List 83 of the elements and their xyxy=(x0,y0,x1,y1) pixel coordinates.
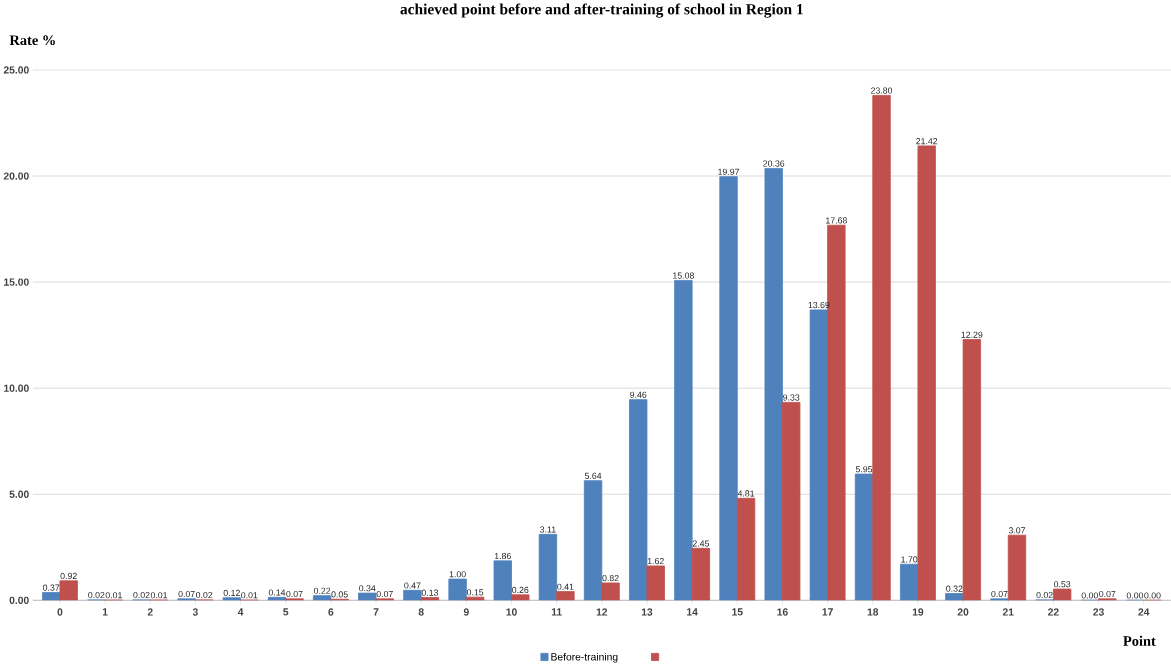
y-tick-label: 10.00 xyxy=(4,384,29,392)
data-label: 0.00 xyxy=(1144,592,1161,599)
x-tick-label: 8 xyxy=(418,608,424,616)
legend-label: Before-training xyxy=(551,653,618,663)
data-label: 0.15 xyxy=(466,589,484,596)
data-label: 9.46 xyxy=(630,391,647,399)
data-label: 0.12 xyxy=(223,589,240,597)
x-tick-label: 16 xyxy=(777,608,788,616)
x-tick-label: 15 xyxy=(732,608,743,616)
y-tick-label: 5.00 xyxy=(9,490,29,499)
data-label: 5.95 xyxy=(855,466,873,473)
x-tick-label: 6 xyxy=(328,608,334,616)
x-tick-label: 3 xyxy=(192,608,198,616)
x-tick-label: 14 xyxy=(687,608,698,616)
data-label: 0.02 xyxy=(88,592,105,599)
data-label: 0.41 xyxy=(557,583,574,591)
x-tick-label: 18 xyxy=(867,608,879,616)
x-axis-title: Point xyxy=(1123,635,1156,647)
x-tick-label: 17 xyxy=(822,608,833,616)
x-tick-label: 19 xyxy=(912,608,924,616)
data-label: 0.07 xyxy=(991,591,1008,598)
data-label: 0.02 xyxy=(1036,592,1053,599)
data-label: 0.47 xyxy=(404,582,421,589)
data-label: 0.07 xyxy=(376,591,393,598)
data-label: 21.42 xyxy=(916,138,938,145)
data-label: 9.33 xyxy=(783,394,800,401)
data-label: 0.01 xyxy=(241,592,258,599)
data-label: 3.11 xyxy=(540,526,556,533)
data-label: 1.62 xyxy=(647,558,664,565)
x-tick-label: 21 xyxy=(1002,608,1014,616)
data-label: 0.53 xyxy=(1053,581,1071,588)
data-label: 0.14 xyxy=(268,589,286,596)
x-tick-label: 5 xyxy=(283,608,289,616)
data-label: 19.97 xyxy=(718,168,740,176)
x-tick-label: 24 xyxy=(1138,608,1150,616)
data-label: 0.92 xyxy=(60,573,77,580)
x-tick-label: 11 xyxy=(551,608,562,616)
data-label: 17.68 xyxy=(826,217,847,224)
x-tick-label: 1 xyxy=(102,608,108,616)
y-tick-label: 15.00 xyxy=(4,278,29,286)
x-tick-label: 10 xyxy=(506,608,517,616)
data-label: 0.01 xyxy=(150,592,168,599)
data-label: 0.02 xyxy=(195,592,213,599)
data-label: 0.07 xyxy=(1099,591,1116,598)
x-tick-label: 20 xyxy=(957,608,969,616)
data-label: 0.00 xyxy=(1126,592,1144,599)
x-tick-label: 23 xyxy=(1093,608,1104,616)
y-tick-label: 25.00 xyxy=(3,66,29,74)
chart-title: achieved point before and after-training of school in Region 1 xyxy=(400,3,803,18)
data-label: 1.86 xyxy=(494,553,511,560)
data-label: 20.36 xyxy=(763,160,785,167)
x-tick-label: 12 xyxy=(596,608,608,616)
data-label: 0.07 xyxy=(178,591,195,598)
x-tick-label: 0 xyxy=(57,608,63,616)
data-label: 12.29 xyxy=(961,331,983,338)
data-label: 0.00 xyxy=(1081,592,1098,599)
x-tick-label: 22 xyxy=(1048,608,1059,616)
x-tick-label: 7 xyxy=(373,608,379,616)
data-label: 0.02 xyxy=(133,592,150,599)
data-label: 0.13 xyxy=(421,589,439,596)
data-label: 1.70 xyxy=(901,556,918,563)
data-label: 1.00 xyxy=(449,571,466,578)
data-label: 0.32 xyxy=(946,585,963,592)
data-label: 0.22 xyxy=(313,587,331,595)
x-tick-label: 13 xyxy=(641,608,653,616)
data-label: 0.01 xyxy=(105,592,122,599)
data-label: 0.82 xyxy=(602,575,619,582)
data-label: 0.05 xyxy=(331,591,348,598)
y-axis-title: Rate % xyxy=(9,35,55,46)
data-label: 0.37 xyxy=(43,584,60,591)
data-label: 0.26 xyxy=(512,587,529,594)
x-tick-label: 2 xyxy=(147,608,153,616)
data-label: 3.07 xyxy=(1008,527,1026,534)
data-label: 15.08 xyxy=(673,272,694,279)
y-tick-label: 0.00 xyxy=(9,596,29,605)
data-label: 2.45 xyxy=(692,540,710,547)
data-label: 5.64 xyxy=(584,472,602,480)
x-tick-label: 4 xyxy=(237,608,244,616)
data-label: 23.80 xyxy=(871,87,893,94)
data-label: 0.07 xyxy=(286,591,303,598)
x-tick-label: 9 xyxy=(463,608,469,616)
y-tick-label: 20.00 xyxy=(3,172,29,180)
data-label: 0.34 xyxy=(359,585,376,592)
